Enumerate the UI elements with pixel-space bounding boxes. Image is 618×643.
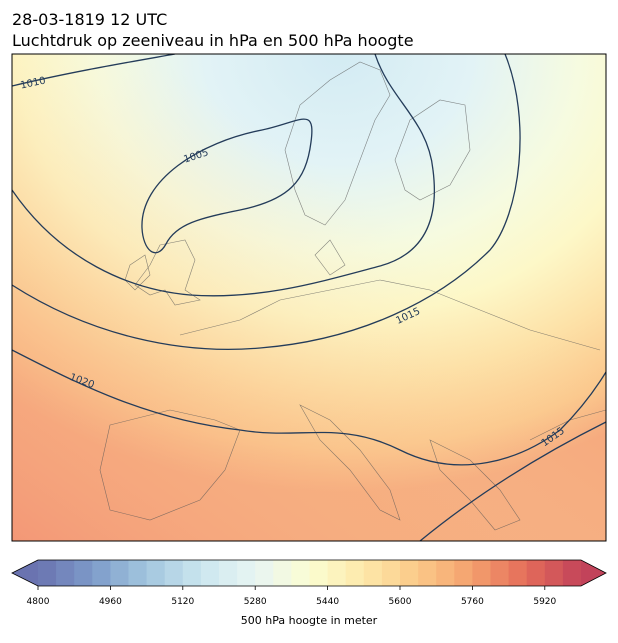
colorbar-tick-label: 5600	[389, 597, 412, 607]
colorbar-label: 500 hPa hoogte in meter	[241, 614, 378, 627]
title: 28-03-1819 12 UTC	[12, 10, 167, 29]
colorbar-bin	[363, 560, 383, 586]
map-frame	[11, 53, 607, 542]
map	[12, 54, 606, 541]
colorbar-bin	[200, 560, 220, 586]
colorbar-bin	[345, 560, 365, 586]
colorbar-bin	[74, 560, 93, 586]
isobars	[12, 54, 606, 541]
contour-label-group: 1010	[20, 75, 47, 91]
colorbar-bin	[255, 560, 274, 586]
colorbar-outline	[11, 559, 607, 587]
colorbar-bin	[92, 560, 111, 586]
colorbar-bin	[526, 560, 546, 586]
colorbar-bin	[38, 560, 57, 586]
colorbar-bin	[327, 560, 347, 586]
colorbar-extend-low	[12, 560, 38, 586]
colorbar-bin	[418, 560, 437, 586]
colorbar-bin	[544, 560, 564, 586]
height-field-sw	[12, 54, 606, 541]
colorbar-tick-label: 5280	[244, 597, 267, 607]
colorbar-bin	[164, 560, 184, 586]
colorbar-bin	[309, 560, 329, 586]
colorbar-tick-label: 5760	[461, 597, 484, 607]
colorbar-bin	[562, 560, 582, 586]
colorbar-bin	[146, 560, 166, 586]
colorbar-bin	[454, 560, 473, 586]
colorbar-tick-label: 4800	[27, 597, 50, 607]
colorbar-bin	[273, 560, 292, 586]
contour-label: 1010	[20, 75, 47, 91]
colorbar-tick-label: 4960	[99, 597, 122, 607]
colorbar-bin	[56, 560, 75, 586]
colorbar-bin	[182, 560, 202, 586]
coastlines	[99, 61, 606, 531]
colorbar-extend-high	[581, 560, 606, 586]
subtitle: Luchtdruk op zeeniveau in hPa en 500 hPa…	[12, 31, 414, 50]
colorbar: 4800 4960 5120 5280 5440 5600 5760 5920	[11, 559, 607, 607]
colorbar-bin	[128, 560, 148, 586]
colorbar-bin	[490, 560, 510, 586]
colorbar-bin	[508, 560, 528, 586]
colorbar-bin	[472, 560, 491, 586]
colorbar-bin	[436, 560, 455, 586]
colorbar-bin	[219, 560, 238, 586]
colorbar-tick-label: 5440	[316, 597, 339, 607]
colorbar-bin	[291, 560, 310, 586]
colorbar-bin	[110, 560, 129, 586]
colorbar-tick-label: 5920	[533, 597, 556, 607]
colorbar-bin	[381, 560, 401, 586]
colorbar-tick-label: 5120	[171, 597, 194, 607]
colorbar-bin	[237, 560, 256, 586]
colorbar-bin	[400, 560, 419, 586]
